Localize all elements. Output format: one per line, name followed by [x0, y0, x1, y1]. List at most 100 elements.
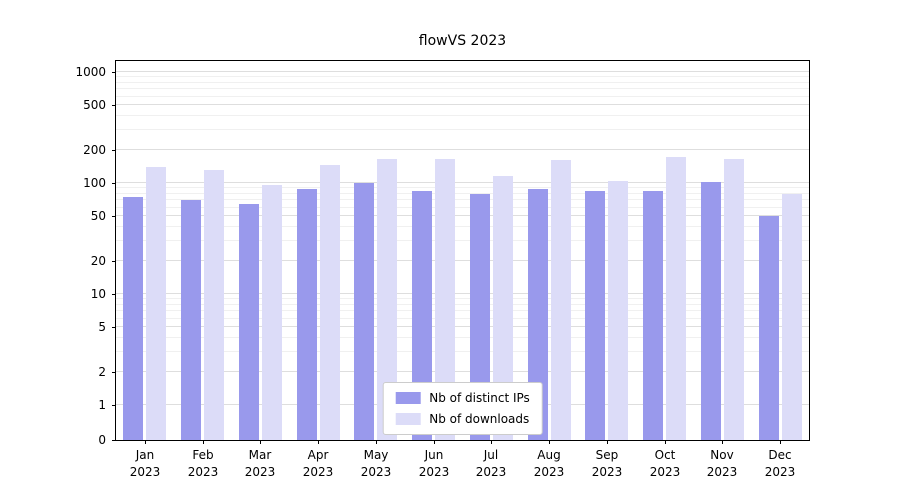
minor-gridline	[116, 351, 809, 353]
y-tick-label: 20	[90, 254, 106, 268]
legend-item-downloads: Nb of downloads	[395, 412, 530, 426]
bar-distinct-ips-oct	[643, 191, 663, 440]
y-tick-label: 1000	[75, 65, 106, 79]
x-tick-month: Nov	[710, 448, 734, 462]
x-tick-year: 2023	[649, 464, 681, 479]
x-tick-year: 2023	[360, 464, 392, 479]
x-tick-mark	[722, 440, 723, 444]
x-tick-label: Jun 2023	[419, 447, 450, 481]
y-tick-mark	[112, 327, 116, 328]
x-tick-year: 2023	[244, 464, 276, 479]
bar-downloads-feb	[204, 170, 224, 440]
bar-downloads-may	[377, 159, 397, 440]
minor-gridline	[116, 226, 809, 228]
y-tick-label: 5	[98, 320, 106, 334]
x-tick-year: 2023	[129, 464, 161, 479]
x-tick-label: Mar 2023	[245, 447, 276, 481]
y-tick-mark	[112, 72, 116, 73]
major-gridline	[116, 259, 809, 261]
x-tick-month: Oct	[654, 448, 676, 462]
bar-distinct-ips-dec	[759, 216, 779, 440]
x-tick-month: Jan	[135, 448, 155, 462]
x-tick-month: Mar	[248, 448, 272, 462]
y-tick-mark	[112, 183, 116, 184]
y-tick-mark	[112, 440, 116, 441]
minor-gridline	[116, 337, 809, 339]
chart-title: flowVS 2023	[418, 33, 507, 49]
x-tick-month: May	[363, 448, 389, 462]
y-tick-mark	[112, 372, 116, 373]
legend-label-downloads: Nb of downloads	[429, 412, 530, 426]
x-tick-month: Jul	[483, 448, 499, 462]
minor-gridline	[116, 206, 809, 208]
bar-distinct-ips-jan	[123, 197, 143, 440]
bar-downloads-mar	[262, 185, 282, 440]
minor-gridline	[116, 129, 809, 131]
y-tick-label: 1	[98, 398, 106, 412]
y-tick-mark	[112, 105, 116, 106]
bar-distinct-ips-jun	[412, 191, 432, 440]
bar-downloads-nov	[724, 159, 744, 440]
x-tick-label: Sep 2023	[592, 447, 623, 481]
x-tick-year: 2023	[302, 464, 334, 479]
bar-distinct-ips-mar	[239, 204, 259, 440]
y-tick-label: 50	[90, 209, 106, 223]
x-tick-mark	[491, 440, 492, 444]
x-tick-mark	[145, 440, 146, 444]
x-tick-month: Jun	[424, 448, 444, 462]
y-tick-mark	[112, 261, 116, 262]
y-tick-label: 200	[83, 143, 106, 157]
x-tick-mark	[203, 440, 204, 444]
y-tick-mark	[112, 294, 116, 295]
major-gridline	[116, 326, 809, 328]
legend: Nb of distinct IPs Nb of downloads	[382, 382, 543, 435]
x-tick-month: Aug	[537, 448, 561, 462]
x-tick-label: Jan 2023	[130, 447, 161, 481]
minor-gridline	[116, 76, 809, 78]
x-tick-label: Dec 2023	[765, 447, 796, 481]
minor-gridline	[116, 81, 809, 83]
bar-distinct-ips-may	[354, 183, 374, 440]
bar-downloads-apr	[320, 165, 340, 440]
minor-gridline	[116, 187, 809, 189]
x-tick-mark	[665, 440, 666, 444]
y-tick-label: 0	[98, 433, 106, 447]
bar-distinct-ips-apr	[297, 189, 317, 440]
bar-downloads-sep	[608, 181, 628, 440]
legend-swatch-downloads	[395, 413, 421, 425]
bar-distinct-ips-sep	[585, 191, 605, 440]
x-tick-month: Apr	[307, 448, 329, 462]
minor-gridline	[116, 192, 809, 194]
x-tick-year: 2023	[706, 464, 738, 479]
x-tick-year: 2023	[187, 464, 219, 479]
x-tick-mark	[549, 440, 550, 444]
legend-item-distinct-ips: Nb of distinct IPs	[395, 391, 530, 405]
x-tick-year: 2023	[418, 464, 450, 479]
legend-swatch-distinct-ips	[395, 392, 421, 404]
major-gridline	[116, 104, 809, 106]
minor-gridline	[116, 310, 809, 312]
minor-gridline	[116, 298, 809, 300]
bar-distinct-ips-nov	[701, 182, 721, 440]
y-tick-label: 100	[83, 176, 106, 190]
major-gridline	[116, 293, 809, 294]
plot-area: Nb of distinct IPs Nb of downloads 0 1 2 5 1…	[75, 60, 810, 479]
major-gridline	[116, 370, 809, 372]
major-gridline	[116, 182, 809, 183]
y-tick-label: 2	[98, 365, 106, 379]
y-tick-mark	[112, 216, 116, 217]
x-tick-year: 2023	[533, 464, 565, 479]
bar-downloads-aug	[551, 160, 571, 440]
major-gridline	[116, 71, 809, 72]
x-tick-mark	[318, 440, 319, 444]
major-gridline	[116, 215, 809, 217]
bar-downloads-oct	[666, 157, 686, 440]
x-tick-month: Sep	[595, 448, 619, 462]
minor-gridline	[116, 303, 809, 305]
x-tick-mark	[260, 440, 261, 444]
x-tick-month: Dec	[768, 448, 792, 462]
y-tick-label: 10	[90, 287, 106, 301]
bar-distinct-ips-aug	[528, 189, 548, 440]
x-tick-label: Oct 2023	[650, 447, 681, 481]
